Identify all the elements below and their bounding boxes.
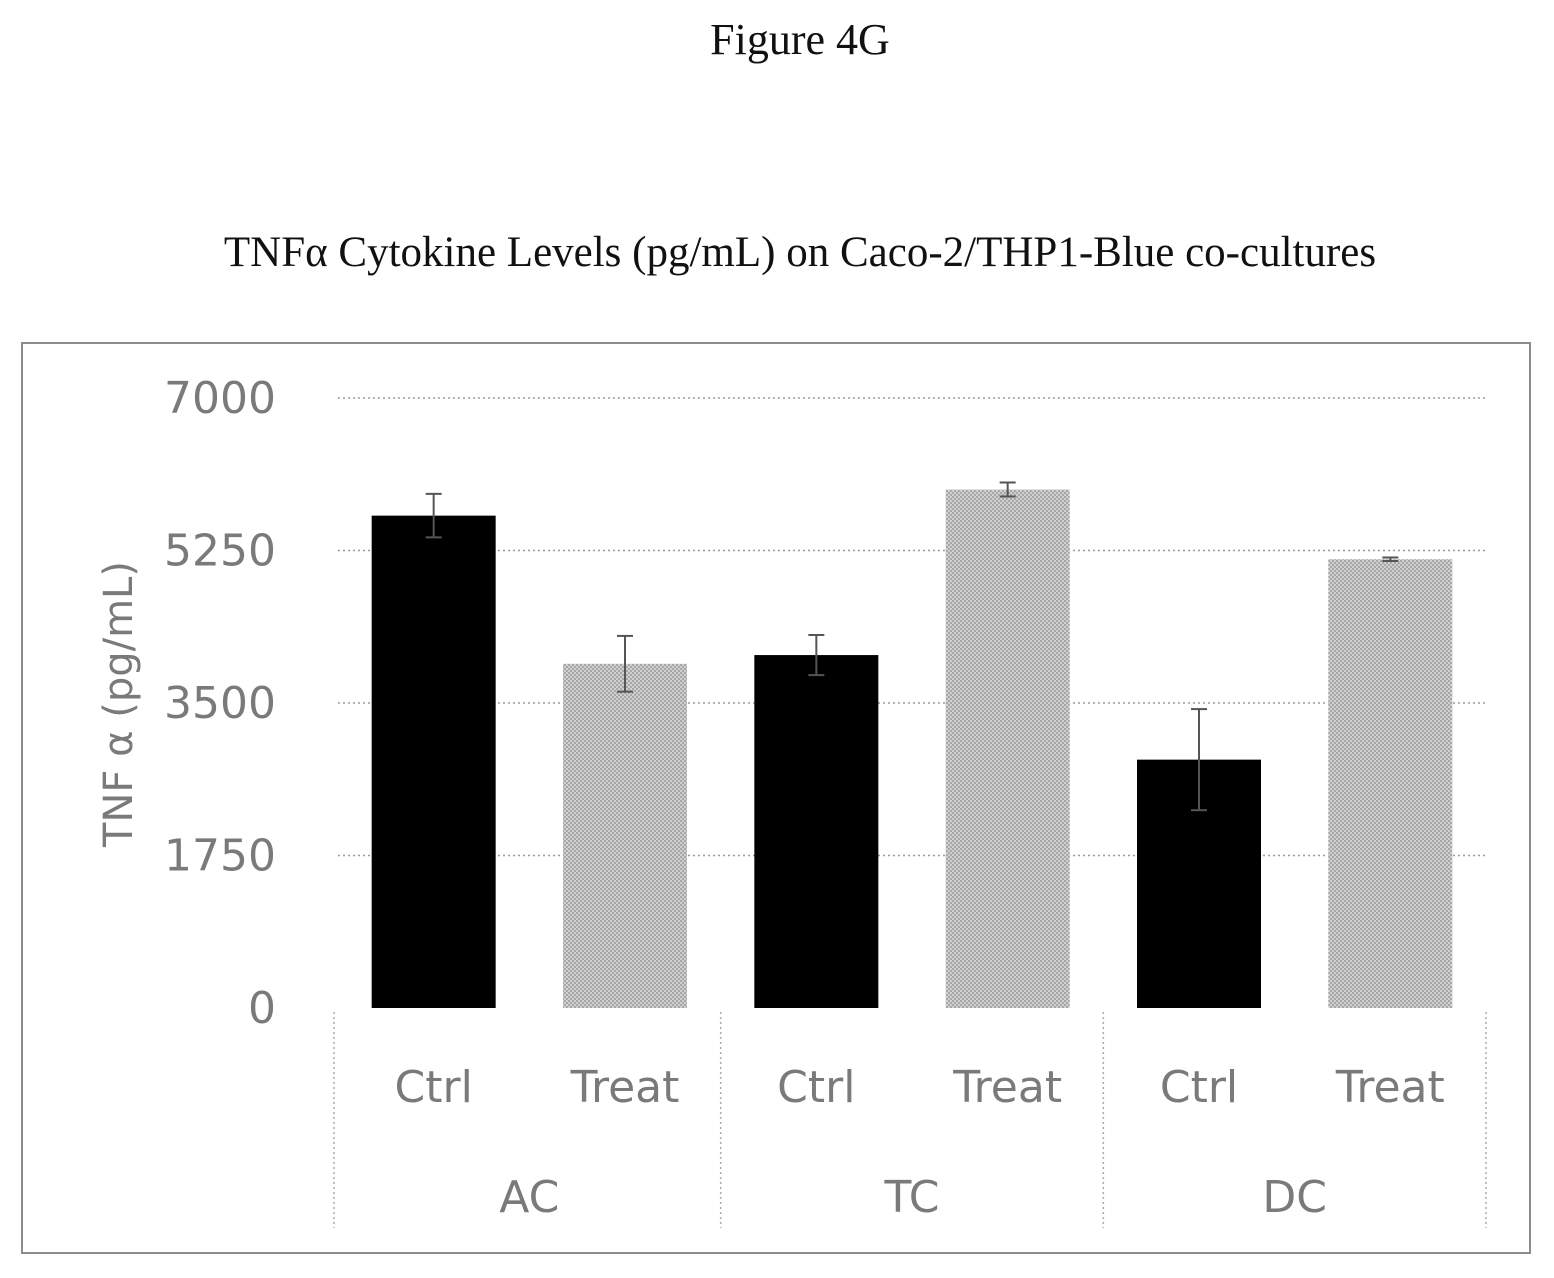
bar-dc-treat <box>1328 559 1453 1008</box>
x-group-label: DC <box>1262 1172 1327 1223</box>
y-tick-label: 7000 <box>164 373 276 424</box>
y-tick-labels: 0 1750 3500 5250 7000 <box>164 373 276 1034</box>
chart-frame <box>21 342 1531 1254</box>
x-category-label: Treat <box>570 1062 680 1113</box>
gridlines <box>338 397 1486 857</box>
figure-label: Figure 4G <box>710 15 890 64</box>
error-bars <box>425 481 1399 812</box>
bar-ac-ctrl <box>371 515 496 1008</box>
y-tick-label: 5250 <box>164 526 276 577</box>
x-category-label: Ctrl <box>395 1062 473 1113</box>
x-category-label: Ctrl <box>777 1062 855 1113</box>
y-axis-label: TNF α (pg/mL) <box>96 561 142 848</box>
bar-ac-treat <box>563 663 687 1008</box>
chart-title: TNFα Cytokine Levels (pg/mL) on Caco-2/T… <box>223 229 1377 276</box>
x-group-label: TC <box>883 1172 939 1223</box>
y-tick-label: 3500 <box>164 678 276 729</box>
x-category-label: Treat <box>952 1062 1062 1113</box>
x-category-label: Treat <box>1335 1062 1445 1113</box>
x-group-label: AC <box>499 1172 559 1223</box>
x-group-labels: AC TC DC <box>333 1012 1487 1228</box>
bars <box>371 489 1453 1008</box>
y-tick-label: 1750 <box>164 831 276 882</box>
y-tick-label: 0 <box>248 983 276 1034</box>
bar-tc-ctrl <box>754 655 879 1008</box>
x-category-labels: Ctrl Treat Ctrl Treat Ctrl Treat <box>395 1062 1445 1113</box>
bar-tc-treat <box>945 489 1070 1008</box>
x-category-label: Ctrl <box>1160 1062 1238 1113</box>
